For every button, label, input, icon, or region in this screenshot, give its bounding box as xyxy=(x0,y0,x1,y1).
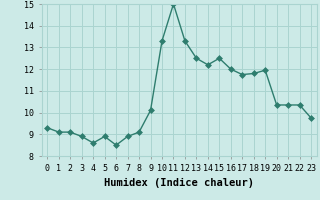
X-axis label: Humidex (Indice chaleur): Humidex (Indice chaleur) xyxy=(104,178,254,188)
